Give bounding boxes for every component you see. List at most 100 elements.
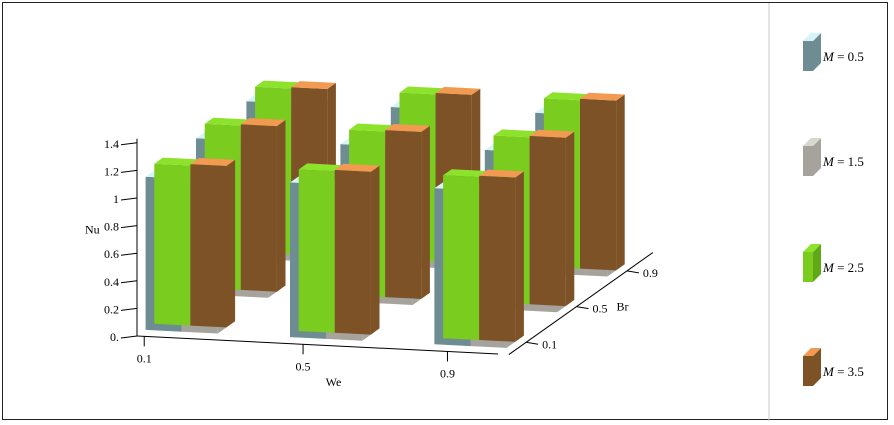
bars-layer	[145, 80, 625, 348]
legend-variable: M	[822, 154, 835, 169]
legend-value: = 3.5	[834, 364, 864, 379]
bar-m-3-5-x1-z0	[334, 163, 380, 335]
legend-label: M = 3.5	[822, 364, 864, 379]
x-tick-label: 0.5	[296, 359, 311, 373]
bar-top-face	[240, 118, 286, 127]
bar-front-face	[298, 169, 335, 333]
bar-top-face	[443, 169, 488, 178]
z-tick	[576, 306, 589, 310]
z-tick	[626, 270, 639, 274]
y-tick-label: 1	[113, 192, 119, 206]
bar-m-3-5-x2-z2	[580, 92, 625, 271]
bar-top-face	[349, 123, 394, 132]
y-tick	[120, 142, 138, 146]
bar-side-face	[565, 131, 575, 307]
legend-label: M = 0.5	[822, 49, 864, 64]
legend-swatch-top	[803, 33, 821, 41]
bar-front-face	[443, 175, 480, 340]
y-tick-label: 0.8	[104, 220, 119, 234]
bar-m-3-5-x0-z0	[190, 158, 236, 328]
z-axis-label: Br	[617, 300, 629, 314]
z-axis-line	[508, 252, 654, 355]
legend-item-1: M = 0.5	[803, 33, 864, 71]
bar-front-face	[154, 163, 191, 326]
bar-top-face	[399, 86, 445, 95]
legend-value: = 2.5	[834, 260, 864, 275]
bar-m-3-5-x2-z0	[479, 169, 524, 342]
legend-swatch-front	[803, 41, 813, 71]
bar-side-face	[370, 165, 380, 335]
y-tick-label: 1.4	[104, 137, 119, 151]
y-tick-label: 0.6	[104, 247, 119, 261]
y-tick	[120, 252, 138, 256]
chart-3d-bar: 0. 0.2 0.4 0.6 0.8 1 1.2 1.4 Nu 0.1 0.5 0.9 We 0.1 0.5…	[85, 3, 864, 421]
bar-top-face	[385, 124, 430, 132]
bar-top-face	[255, 80, 300, 89]
legend-swatch-front	[803, 356, 813, 386]
bar-front-face	[529, 135, 566, 307]
legend-variable: M	[822, 260, 835, 275]
legend-swatch-front	[803, 252, 813, 282]
y-tick-label: 1.2	[104, 164, 119, 178]
legend-swatch-top	[803, 348, 821, 356]
chart-frame: 0. 0.2 0.4 0.6 0.8 1 1.2 1.4 Nu 0.1 0.5 0.9 We 0.1 0.5…	[2, 2, 888, 421]
bar-front-face	[334, 169, 371, 335]
bar-front-face	[479, 175, 516, 342]
legend-swatch-top	[803, 244, 821, 252]
legend-swatch-side	[813, 138, 821, 176]
y-tick-label: 0.	[110, 330, 119, 344]
legend-swatch-side	[813, 348, 821, 386]
z-tick-label: 0.9	[643, 266, 658, 280]
y-tick	[120, 335, 138, 339]
y-tick-label: 0.4	[104, 275, 119, 289]
x-axis-label: We	[326, 375, 342, 389]
bar-top-face	[204, 117, 250, 126]
bar-top-face	[479, 169, 524, 178]
bar-front-face	[580, 98, 617, 271]
y-tick-label: 0.2	[104, 302, 119, 316]
axes-layer: 0. 0.2 0.4 0.6 0.8 1 1.2 1.4 Nu 0.1 0.5 0.9 We 0.1 0.5…	[85, 137, 658, 389]
z-tick-label: 0.5	[593, 302, 608, 316]
bar-m-3-5-x1-z1	[385, 124, 430, 299]
bar-side-face	[421, 125, 430, 299]
legend-variable: M	[822, 364, 835, 379]
legend-value: = 0.5	[834, 49, 864, 64]
bar-front-face	[240, 124, 277, 292]
x-tick-label: 0.9	[440, 366, 455, 380]
legend-swatch-side	[813, 33, 821, 71]
x-axis-line	[136, 335, 499, 355]
y-tick	[120, 280, 138, 284]
legend-item-2: M = 1.5	[803, 138, 864, 176]
bar-top-face	[298, 163, 344, 172]
bar-top-face	[435, 86, 481, 95]
z-tick-label: 0.1	[542, 337, 557, 351]
bar-top-face	[334, 163, 380, 172]
bar-top-face	[291, 81, 336, 89]
bar-m-3-5-x2-z1	[529, 129, 575, 307]
legend-swatch-side	[813, 244, 821, 282]
bar-m-3-5-x0-z1	[240, 118, 286, 292]
bar-top-face	[190, 158, 236, 166]
bar-side-face	[515, 171, 524, 342]
bar-side-face	[226, 159, 236, 328]
bar-top-face	[154, 157, 199, 166]
legend-variable: M	[822, 49, 835, 64]
z-tick	[526, 341, 539, 345]
legend-swatch-top	[803, 138, 821, 146]
legend-label: M = 1.5	[822, 154, 864, 169]
x-tick-label: 0.1	[137, 351, 152, 365]
legend-label: M = 2.5	[822, 260, 864, 275]
legend-item-3: M = 2.5	[803, 244, 864, 282]
bar-front-face	[190, 164, 227, 328]
bar-front-face	[385, 130, 422, 299]
bar-top-face	[529, 129, 575, 138]
bar-top-face	[543, 92, 589, 101]
y-tick	[120, 225, 138, 229]
y-tick	[120, 197, 138, 201]
y-tick	[120, 169, 138, 173]
y-axis-label: Nu	[85, 223, 100, 237]
bar-side-face	[616, 94, 625, 271]
legend-value: = 1.5	[834, 154, 864, 169]
legend-item-4: M = 3.5	[803, 348, 864, 386]
y-tick	[120, 307, 138, 311]
